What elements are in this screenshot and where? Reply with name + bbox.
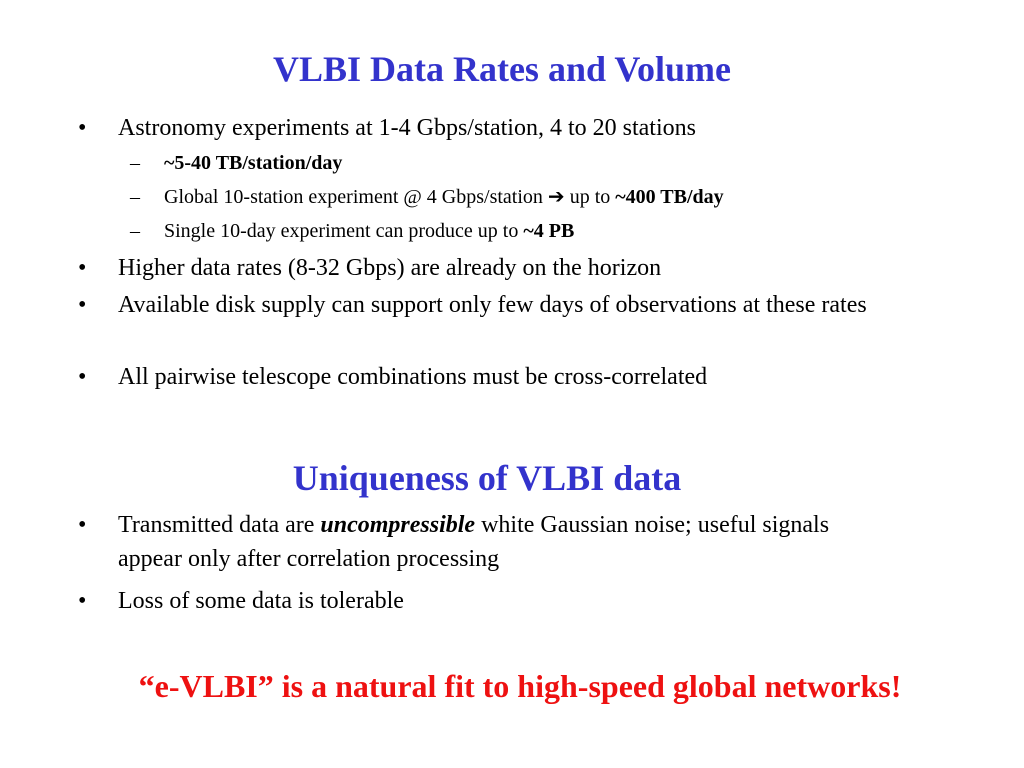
sub-bullet-marker: – [130, 152, 140, 174]
text-run: Global 10-station experiment @ 4 Gbps/st… [164, 186, 548, 208]
bullet-marker: • [78, 292, 87, 318]
bullet-text: All pairwise telescope combinations must… [118, 364, 708, 390]
sub-bullet-per-station: – ~5-40 TB/station/day [130, 148, 930, 178]
bullet-marker: • [78, 115, 87, 141]
bullet-marker: • [78, 255, 87, 281]
bullet-uncompressible: • Transmitted data are uncompressible wh… [78, 508, 888, 576]
bullet-text: Loss of some data is tolerable [118, 588, 404, 614]
conclusion-text: “e-VLBI” is a natural fit to high-speed … [138, 668, 902, 704]
text-run: up to [564, 186, 616, 208]
text-run: Single 10-day experiment can produce up … [164, 220, 524, 242]
sub-bullet-text: Global 10-station experiment @ 4 Gbps/st… [164, 182, 930, 212]
sub-bullet-global: – Global 10-station experiment @ 4 Gbps/… [130, 182, 930, 212]
text-run: white Gaussian noise; useful signals app… [118, 512, 830, 572]
sub-bullet-text: ~5-40 TB/station/day [164, 148, 930, 178]
sub-bullet-marker: – [130, 220, 140, 242]
sub-bullet-single: – Single 10-day experiment can produce u… [130, 216, 930, 246]
bold-value: ~5-40 TB/station/day [164, 152, 343, 174]
bullet-marker: • [78, 588, 87, 614]
sub-bullet-marker: – [130, 186, 140, 208]
bullet-data-rates: • Astronomy experiments at 1-4 Gbps/stat… [78, 111, 898, 145]
bullet-text: Available disk supply can support only f… [118, 292, 867, 318]
section-title: Uniqueness of VLBI data [292, 458, 682, 498]
bullet-text: Higher data rates (8-32 Gbps) are alread… [118, 255, 662, 281]
text-run: Transmitted data are [118, 512, 321, 538]
emphasis-text: uncompressible [320, 512, 476, 538]
bullet-text: Astronomy experiments at 1-4 Gbps/statio… [118, 115, 696, 141]
bullet-higher-rates: • Higher data rates (8-32 Gbps) are alre… [78, 251, 898, 285]
bullet-pairwise: • All pairwise telescope combinations mu… [78, 360, 898, 394]
bold-value: ~400 TB/day [615, 186, 724, 208]
slide-title: VLBI Data Rates and Volume [272, 49, 732, 89]
bold-value: ~4 PB [523, 220, 575, 242]
right-arrow-icon: ➔ [547, 186, 565, 208]
bullet-marker: • [78, 512, 87, 538]
bullet-disk-supply: • Available disk supply can support only… [78, 288, 878, 322]
bullet-text: Transmitted data are uncompressible whit… [118, 508, 888, 576]
bullet-marker: • [78, 364, 87, 390]
sub-bullet-text: Single 10-day experiment can produce up … [164, 216, 930, 246]
bullet-data-loss: • Loss of some data is tolerable [78, 584, 898, 618]
